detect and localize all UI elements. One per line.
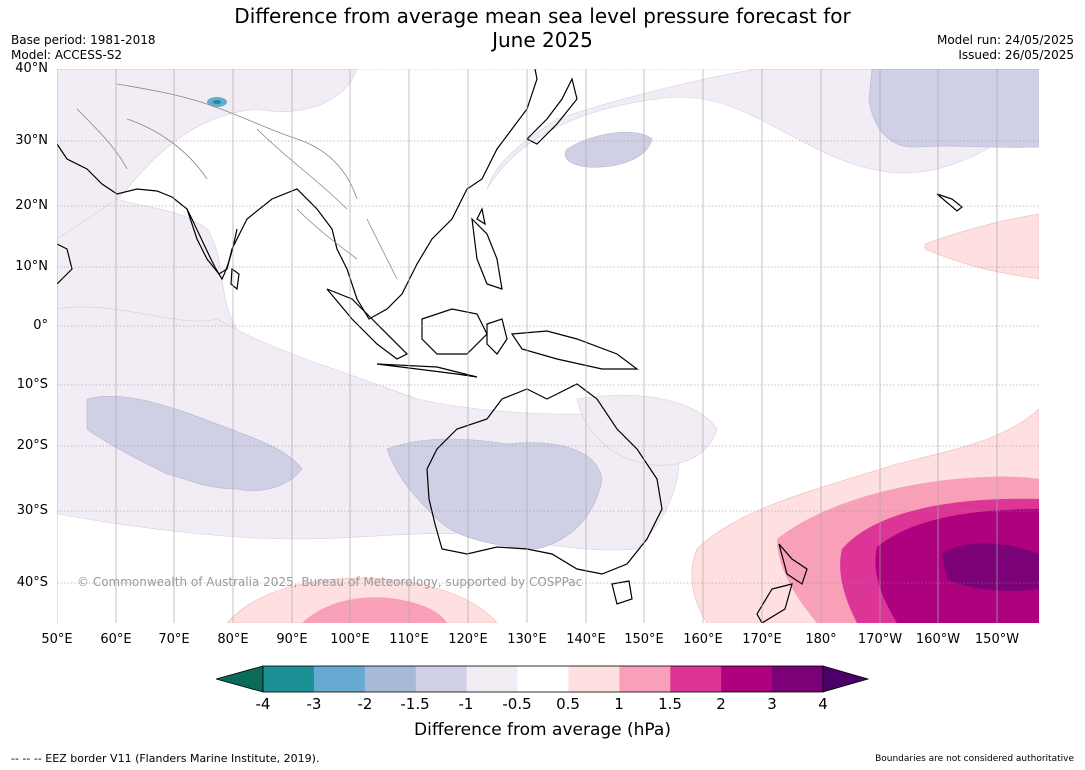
colorbar-high-arrow — [822, 665, 870, 693]
lon-label-170e: 170°E — [742, 632, 782, 647]
colorbar-cell — [517, 666, 569, 692]
lat-label-40s: 40°S — [16, 575, 48, 590]
title-line-1: Difference from average mean sea level p… — [234, 4, 851, 28]
coast-new-zealand-north — [778, 543, 808, 585]
colorbar-label: Difference from average (hPa) — [414, 720, 671, 740]
colorbar-cell — [721, 666, 773, 692]
colorbar-low-arrow — [216, 665, 264, 693]
map-title: Difference from average mean sea level p… — [0, 4, 1085, 52]
colorbar-tick: 0.5 — [556, 695, 580, 713]
model-text: Model: ACCESS-S2 — [11, 48, 123, 62]
lon-label-160e: 160°E — [683, 632, 723, 647]
lat-label-0: 0° — [33, 318, 48, 333]
colorbar-tick: -0.5 — [502, 695, 532, 713]
coast-tasmania — [611, 580, 633, 605]
lon-label-150e: 150°E — [624, 632, 664, 647]
country-borders — [76, 83, 398, 280]
colorbar-cell — [313, 666, 366, 692]
eez-border-note: -- -- -- EEZ border V11 (Flanders Marine… — [11, 752, 320, 765]
lon-label-90e: 90°E — [276, 632, 308, 647]
coast-new-guinea — [510, 330, 639, 370]
coast-sumatra — [326, 288, 409, 360]
anomaly-positive — [226, 213, 1039, 623]
coast-borneo — [421, 308, 488, 355]
lat-label-10n: 10°N — [15, 259, 48, 274]
copyright-notice: © Commonwealth of Australia 2025, Bureau… — [77, 575, 583, 589]
colorbar-tick: -3 — [306, 695, 322, 713]
coast-arabia — [57, 243, 73, 285]
meridians — [57, 69, 998, 623]
boundaries-disclaimer: Boundaries are not considered authoritat… — [875, 754, 1074, 764]
colorbar-tick: 2 — [716, 695, 726, 713]
run-info: Model run: 24/05/2025 Issued: 26/05/2025 — [937, 33, 1074, 63]
colorbar-tick: 3 — [767, 695, 777, 713]
coast-philippines — [471, 217, 503, 290]
title-line-2: June 2025 — [492, 28, 593, 52]
colorbar-tick: 1 — [614, 695, 624, 713]
colorbar-tick: -4 — [255, 695, 271, 713]
lon-label-150w: 150°W — [974, 632, 1020, 647]
colorbar-tick: -1 — [458, 695, 474, 713]
coast-new-zealand-south — [756, 583, 793, 623]
colorbar-cell — [670, 666, 722, 692]
lon-label-110e: 110°E — [389, 632, 429, 647]
lon-label-140e: 140°E — [566, 632, 606, 647]
lon-label-100e: 100°E — [330, 632, 370, 647]
colorbar-cell — [263, 666, 315, 692]
coast-asia — [57, 69, 538, 320]
coast-india — [186, 208, 238, 281]
colorbar-tick: -1.5 — [400, 695, 430, 713]
coast-japan — [525, 77, 578, 145]
coast-sri-lanka — [230, 267, 240, 291]
anomaly-lavender — [86, 69, 1039, 550]
coast-sulawesi — [486, 318, 508, 355]
colorbar-tick: -2 — [357, 695, 373, 713]
map-panel — [57, 69, 1039, 623]
colorbar — [216, 665, 870, 693]
lat-label-40n: 40°N — [15, 61, 48, 76]
colorbar-cell — [364, 666, 417, 692]
lat-label-20n: 20°N — [15, 198, 48, 213]
lat-label-10s: 10°S — [16, 377, 48, 392]
coastlines — [57, 69, 963, 623]
colorbar-cell — [415, 666, 467, 692]
colorbar-cell — [619, 666, 671, 692]
colorbar-cell — [772, 666, 824, 692]
lat-label-20s: 20°S — [16, 438, 48, 453]
lon-label-70e: 70°E — [158, 632, 190, 647]
lat-label-30n: 30°N — [15, 133, 48, 148]
lon-label-130e: 130°E — [507, 632, 547, 647]
coast-australia — [426, 383, 663, 575]
coast-java — [376, 363, 478, 378]
graticule — [57, 69, 1039, 584]
model-run-text: Model run: 24/05/2025 — [936, 33, 1074, 47]
base-period-text: Base period: 1981-2018 — [11, 33, 156, 47]
lon-label-80e: 80°E — [217, 632, 249, 647]
lat-label-30s: 30°S — [16, 503, 48, 518]
lon-label-180: 180° — [805, 632, 837, 647]
colorbar-cell — [466, 666, 518, 692]
lon-label-120e: 120°E — [448, 632, 488, 647]
colorbar-tick: 1.5 — [658, 695, 682, 713]
lon-label-50e: 50°E — [41, 632, 73, 647]
coast-taiwan — [476, 207, 486, 226]
lon-label-160w: 160°W — [915, 632, 961, 647]
lon-label-60e: 60°E — [100, 632, 132, 647]
model-info: Base period: 1981-2018 Model: ACCESS-S2 — [11, 33, 156, 63]
coast-hawaii — [936, 193, 963, 212]
colorbar-tick: 4 — [818, 695, 828, 713]
lon-label-170w: 170°W — [857, 632, 903, 647]
colorbar-cell — [568, 666, 620, 692]
issued-text: Issued: 26/05/2025 — [958, 48, 1074, 62]
